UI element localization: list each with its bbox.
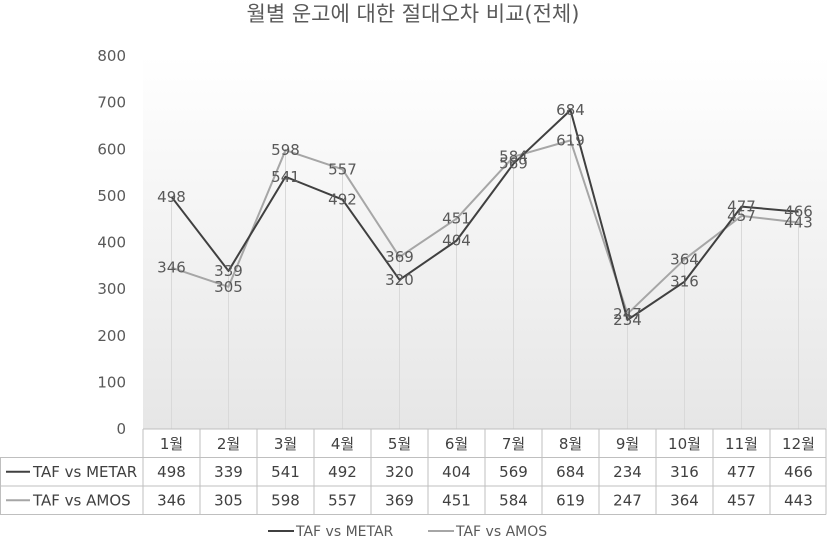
data-label: 557 — [328, 160, 357, 178]
table-cell: 451 — [442, 491, 471, 509]
data-label: 339 — [214, 262, 243, 280]
data-label: 346 — [157, 259, 186, 277]
data-label: 451 — [442, 210, 471, 228]
y-tick-label: 400 — [97, 234, 126, 252]
table-cell: 619 — [556, 491, 585, 509]
y-tick-label: 700 — [97, 94, 126, 112]
data-label: 320 — [385, 271, 414, 289]
data-label: 305 — [214, 278, 243, 296]
table-cell: 598 — [271, 491, 300, 509]
table-series-name: TAF vs AMOS — [32, 491, 131, 509]
y-tick-label: 200 — [97, 327, 126, 345]
data-label: 247 — [613, 305, 642, 323]
data-label: 684 — [556, 101, 585, 119]
table-cell: 346 — [157, 491, 186, 509]
table-cell: 364 — [670, 491, 699, 509]
y-tick-label: 500 — [97, 187, 126, 205]
x-tick-label: 10월 — [668, 435, 701, 453]
table-cell: 584 — [499, 491, 528, 509]
table-cell: 569 — [499, 463, 528, 481]
table-cell: 369 — [385, 491, 414, 509]
table-cell: 541 — [271, 463, 300, 481]
table-cell: 305 — [214, 491, 243, 509]
legend-label: TAF vs AMOS — [455, 524, 547, 540]
series-lines — [170, 109, 799, 321]
y-tick-label: 800 — [97, 47, 126, 65]
table-cell: 466 — [784, 463, 813, 481]
data-label: 541 — [271, 168, 300, 186]
data-label: 364 — [670, 250, 699, 268]
x-tick-label: 9월 — [616, 435, 639, 453]
table-cell: 684 — [556, 463, 585, 481]
x-tick-label: 4월 — [331, 435, 354, 453]
table-cell: 247 — [613, 491, 642, 509]
table-cell: 316 — [670, 463, 699, 481]
data-label: 619 — [556, 131, 585, 149]
data-label: 477 — [727, 198, 756, 216]
table-cell: 443 — [784, 491, 813, 509]
data-label: 369 — [385, 248, 414, 266]
table-series-name: TAF vs METAR — [32, 463, 137, 481]
data-label: 569 — [499, 155, 528, 173]
x-tick-label: 11월 — [725, 435, 758, 453]
data-label: 584 — [499, 148, 528, 166]
data-table: 1월 2월 3월 4월 5월 6월 7월 8월 9월 10월 11월 12월 TAF vs METAR 4… — [0, 428, 827, 515]
table-cell: 498 — [157, 463, 186, 481]
legend: TAF vs METAR TAF vs AMOS — [268, 524, 547, 540]
y-axis: 0 100 200 300 400 500 600 700 800 — [97, 47, 126, 438]
data-label: 316 — [670, 273, 699, 291]
legend-label: TAF vs METAR — [295, 524, 394, 540]
series-line — [170, 109, 799, 321]
y-tick-label: 300 — [97, 280, 126, 298]
data-label: 457 — [727, 207, 756, 225]
data-label: 466 — [784, 203, 813, 221]
series-line — [171, 139, 799, 315]
table-cell: 320 — [385, 463, 414, 481]
x-tick-label: 12월 — [782, 435, 815, 453]
y-tick-label: 0 — [116, 420, 126, 438]
x-tick-label: 1월 — [160, 435, 183, 453]
x-tick-label: 6월 — [445, 435, 468, 453]
x-tick-label: 5월 — [388, 435, 411, 453]
data-label: 492 — [328, 191, 357, 209]
data-label: 443 — [784, 213, 813, 231]
table-cell: 477 — [727, 463, 756, 481]
table-cell: 404 — [442, 463, 471, 481]
data-label: 404 — [442, 232, 471, 250]
y-tick-label: 600 — [97, 140, 126, 158]
data-label: 598 — [271, 141, 300, 159]
data-label: 234 — [613, 311, 642, 329]
table-cell: 492 — [328, 463, 357, 481]
x-tick-label: 7월 — [502, 435, 525, 453]
data-label: 498 — [157, 188, 186, 206]
data-labels: 498 339 541 492 320 404 569 684 234 316 477 466 346 3… — [157, 101, 813, 329]
y-tick-label: 100 — [97, 373, 126, 391]
x-tick-label: 3월 — [274, 435, 297, 453]
x-tick-label: 2월 — [217, 435, 240, 453]
table-cell: 457 — [727, 491, 756, 509]
x-tick-label: 8월 — [559, 435, 582, 453]
table-cell: 234 — [613, 463, 642, 481]
chart-title: 월별 운고에 대한 절대오차 비교(전체) — [247, 2, 580, 26]
drop-lines — [171, 110, 799, 429]
table-cell: 339 — [214, 463, 243, 481]
table-cell: 557 — [328, 491, 357, 509]
